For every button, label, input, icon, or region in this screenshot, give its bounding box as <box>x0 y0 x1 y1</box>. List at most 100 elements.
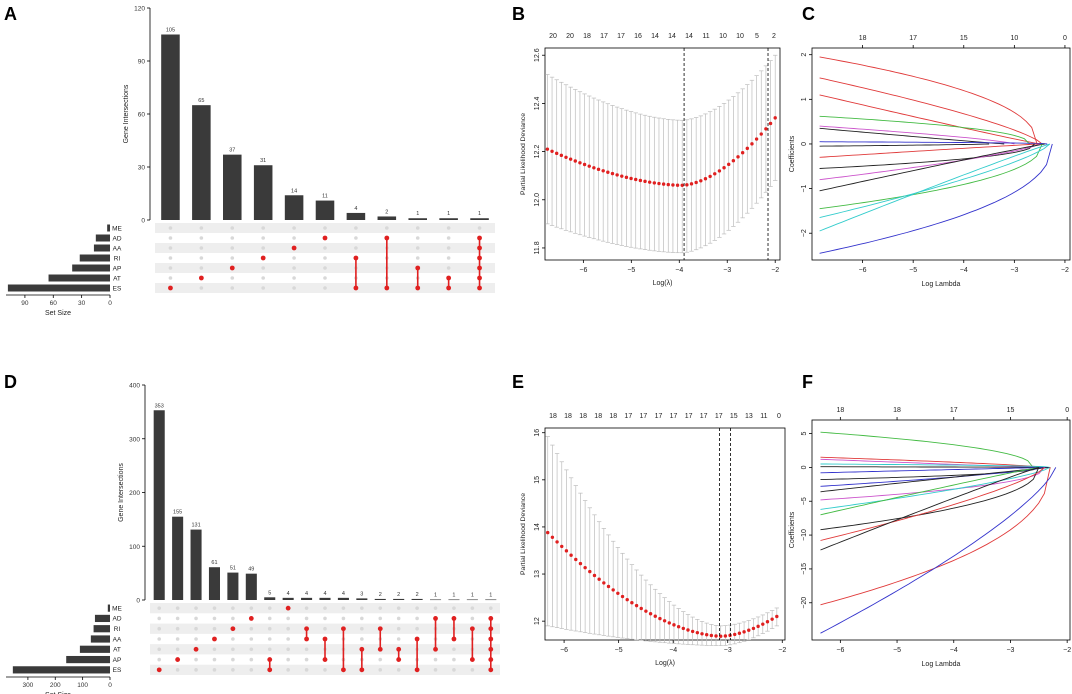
set-size-bar <box>90 635 110 643</box>
set-size-axis-title: Set Size <box>45 310 71 317</box>
top-tick-label: 20 <box>549 33 557 40</box>
top-tick-label: 17 <box>950 407 958 414</box>
matrix-empty-dot <box>292 276 296 280</box>
deviance-point <box>564 549 569 553</box>
set-size-bar <box>93 625 110 633</box>
deviance-point <box>554 151 559 156</box>
matrix-empty-dot <box>396 637 401 641</box>
deviance-point <box>731 159 736 163</box>
intersection-bar <box>485 599 497 601</box>
cv-deviance-chart-b: −6 −5 −4 −3 −2 Log(λ) 11.8 12.0 12.2 12.4 12.6 Part… <box>520 33 781 287</box>
deviance-point <box>695 630 700 635</box>
set-label: ES <box>113 667 122 674</box>
coefficient-path-line <box>820 463 1051 468</box>
y-tick-label: 0 <box>801 142 808 146</box>
deviance-point <box>737 631 742 635</box>
deviance-point <box>756 624 760 629</box>
deviance-point <box>661 182 666 186</box>
matrix-empty-dot <box>199 246 204 250</box>
matrix-empty-dot <box>267 626 272 631</box>
set-label: AP <box>113 657 122 664</box>
deviance-point <box>564 155 568 159</box>
top-tick-label: 10 <box>719 33 727 40</box>
matrix-active-dot <box>433 646 438 652</box>
deviance-point <box>606 584 611 589</box>
deviance-point <box>703 177 708 181</box>
intersection-bar <box>470 218 489 220</box>
coefficient-path-line <box>820 467 1040 531</box>
matrix-empty-dot <box>304 668 309 672</box>
matrix-empty-dot <box>157 616 162 621</box>
y-tick-label: 11.8 <box>534 241 541 254</box>
matrix-empty-dot <box>446 266 451 270</box>
matrix-active-dot <box>322 235 328 241</box>
set-size-bar <box>12 666 111 674</box>
plot-frame <box>811 47 1071 261</box>
intersection-count-label: 2 <box>385 209 388 215</box>
matrix-active-dot <box>359 667 365 673</box>
matrix-empty-dot <box>199 286 204 290</box>
matrix-empty-dot <box>261 276 265 280</box>
panel-label-f: F <box>802 372 813 392</box>
coefficient-path-line <box>820 466 1051 493</box>
x-tick-label: −4 <box>669 647 677 654</box>
matrix-empty-dot <box>230 236 235 240</box>
intersection-count-label: 65 <box>198 98 204 104</box>
panel-label-a: A <box>4 4 17 24</box>
set-size-bar <box>79 645 110 653</box>
matrix-active-dot <box>488 616 494 621</box>
coefficient-path-line <box>819 143 1043 210</box>
deviance-point <box>597 577 601 581</box>
deviance-point <box>694 180 698 185</box>
deviance-point <box>625 597 629 602</box>
matrix-active-dot <box>477 245 482 251</box>
deviance-point <box>643 179 647 184</box>
intersection-count-label: 1 <box>478 211 481 217</box>
matrix-empty-dot <box>194 606 198 610</box>
matrix-empty-dot <box>433 606 438 610</box>
y-tick-label: 300 <box>129 436 140 443</box>
matrix-empty-dot <box>212 668 217 672</box>
plot-frame <box>544 47 781 261</box>
matrix-empty-dot <box>261 226 265 230</box>
intersection-bar <box>439 218 458 220</box>
top-tick-label: 18 <box>579 413 587 420</box>
deviance-point <box>690 629 695 634</box>
y-tick-label: 90 <box>138 59 146 66</box>
deviance-point <box>638 178 643 183</box>
deviance-point <box>578 561 583 566</box>
intersection-bar <box>223 154 242 220</box>
y-tick-label: 30 <box>138 165 146 172</box>
y-tick-label: 200 <box>129 490 140 497</box>
matrix-empty-dot <box>323 266 327 270</box>
matrix-active-dot <box>414 636 420 642</box>
matrix-empty-dot <box>415 626 419 631</box>
matrix-empty-dot <box>168 256 173 260</box>
y-tick-label: 1 <box>801 97 808 101</box>
y-tick-label: 12.0 <box>534 193 541 207</box>
matrix-empty-dot <box>304 657 309 662</box>
matrix-empty-dot <box>194 657 198 662</box>
set-label: RI <box>114 626 121 633</box>
matrix-empty-dot <box>286 626 290 631</box>
intersection-count-label: 51 <box>230 566 236 572</box>
matrix-empty-dot <box>230 286 235 290</box>
set-size-axis-title: Set Size <box>45 692 71 694</box>
y-tick-label: 60 <box>138 112 146 119</box>
deviance-point <box>634 177 638 182</box>
intersection-bar <box>337 597 349 600</box>
matrix-active-dot <box>322 657 328 662</box>
matrix-active-dot <box>229 265 235 271</box>
top-tick-label: 17 <box>670 413 678 420</box>
deviance-point <box>742 630 746 634</box>
deviance-point <box>582 162 587 167</box>
matrix-empty-dot <box>175 637 180 641</box>
matrix-empty-dot <box>292 256 296 260</box>
intersection-bar <box>282 597 294 600</box>
deviance-point <box>588 569 592 574</box>
matrix-empty-dot <box>470 668 475 672</box>
matrix-empty-dot <box>433 657 438 662</box>
deviance-point <box>610 171 615 176</box>
deviance-point <box>717 169 722 173</box>
